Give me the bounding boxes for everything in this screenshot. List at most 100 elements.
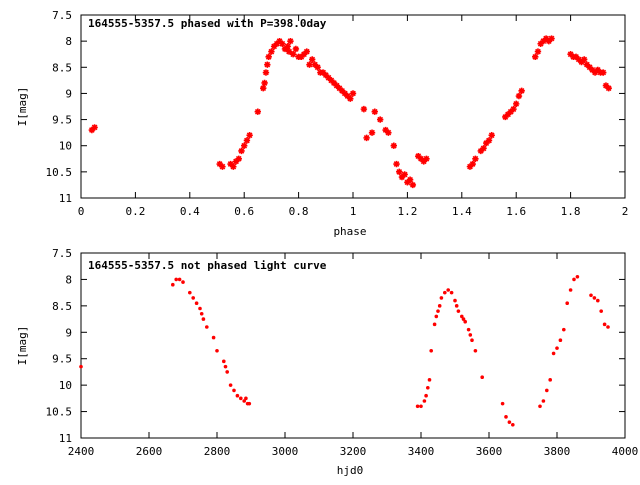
x-tick-label: 3000	[272, 445, 299, 458]
data-point	[243, 137, 251, 144]
data-point	[268, 48, 275, 55]
data-point	[344, 92, 351, 100]
data-point	[285, 48, 293, 55]
data-point	[393, 160, 400, 168]
chart-title: 164555-5357.5 not phased light curve	[88, 259, 327, 272]
data-point	[306, 61, 313, 68]
data-point	[199, 311, 204, 316]
data-point	[548, 378, 552, 382]
y-tick-label: 11	[59, 432, 72, 445]
x-tick-label: 2600	[136, 445, 163, 458]
data-point	[427, 378, 432, 382]
unphased-chart: 2400 2600 2800 3000 3200 3400 3600 3800 4000 7.5 8…	[16, 247, 638, 477]
data-point	[338, 87, 346, 95]
data-point	[223, 364, 228, 369]
data-point	[363, 134, 370, 142]
data-point	[216, 160, 223, 168]
data-point	[466, 163, 474, 170]
data-point	[347, 95, 354, 102]
data-point	[232, 388, 236, 393]
data-point	[589, 293, 593, 298]
data-point	[436, 309, 440, 313]
data-point	[230, 163, 237, 170]
data-point	[300, 51, 308, 58]
data-point	[191, 296, 195, 300]
data-point	[401, 171, 408, 178]
data-point	[215, 348, 219, 353]
data-point	[239, 396, 243, 401]
data-point	[600, 69, 607, 76]
data-point	[225, 370, 229, 374]
data-point	[606, 325, 610, 329]
data-point	[198, 306, 202, 311]
data-point	[426, 385, 430, 390]
data-point	[181, 280, 185, 284]
data-point	[453, 298, 457, 303]
data-point	[507, 420, 512, 424]
data-point	[542, 35, 550, 42]
data-point	[424, 393, 428, 398]
data-point	[575, 274, 580, 279]
data-point	[446, 288, 451, 292]
data-point	[219, 163, 226, 170]
y-tick-label: 9	[65, 326, 72, 339]
data-point	[472, 155, 479, 162]
data-point	[513, 100, 520, 108]
data-point	[540, 37, 547, 45]
data-point	[591, 69, 599, 76]
data-point	[390, 142, 397, 149]
data-point	[333, 82, 340, 89]
data-point	[298, 53, 305, 61]
y-tick-label: 10	[59, 379, 72, 392]
data-point	[235, 393, 240, 398]
data-point	[599, 309, 603, 313]
y-tick-label: 7.5	[52, 247, 72, 260]
x-tick-label: 0.4	[180, 205, 200, 218]
x-tick-label: 3800	[544, 445, 571, 458]
data-point	[592, 296, 597, 300]
data-point	[422, 399, 427, 403]
data-point	[260, 85, 267, 92]
data-point	[409, 181, 417, 189]
data-point	[596, 298, 600, 303]
data-point	[468, 333, 473, 337]
y-tick-label: 8	[65, 273, 72, 286]
x-tick-label: 0.2	[125, 205, 145, 218]
data-point	[515, 92, 523, 100]
data-point	[264, 61, 271, 68]
data-point	[583, 61, 591, 68]
data-point	[548, 35, 555, 42]
data-point	[325, 74, 332, 81]
data-point	[537, 40, 544, 47]
data-point	[371, 108, 378, 115]
data-point	[545, 37, 553, 45]
data-point	[443, 290, 447, 295]
data-point	[396, 168, 403, 176]
data-point	[244, 396, 248, 401]
data-point	[602, 82, 610, 89]
y-axis-label: I[mag]	[16, 326, 29, 366]
data-point	[281, 45, 289, 53]
data-point	[586, 64, 593, 71]
data-point	[235, 155, 242, 162]
data-point	[276, 37, 283, 45]
data-point	[518, 87, 525, 95]
x-axis-label: hjd0	[337, 464, 364, 477]
data-point	[322, 71, 329, 79]
data-point	[319, 69, 327, 76]
data-point	[572, 277, 576, 282]
data-point	[572, 53, 580, 61]
data-point	[385, 129, 392, 136]
data-point	[589, 66, 596, 74]
data-point	[368, 129, 376, 136]
data-point	[311, 61, 319, 68]
data-point	[382, 126, 389, 134]
data-point	[211, 335, 216, 340]
data-point	[284, 43, 291, 50]
x-tick-label: 1.2	[397, 205, 417, 218]
data-point	[432, 322, 437, 327]
data-point	[406, 176, 414, 183]
data-point	[541, 399, 546, 403]
y-tick-label: 11	[59, 192, 72, 205]
data-point	[504, 415, 508, 419]
